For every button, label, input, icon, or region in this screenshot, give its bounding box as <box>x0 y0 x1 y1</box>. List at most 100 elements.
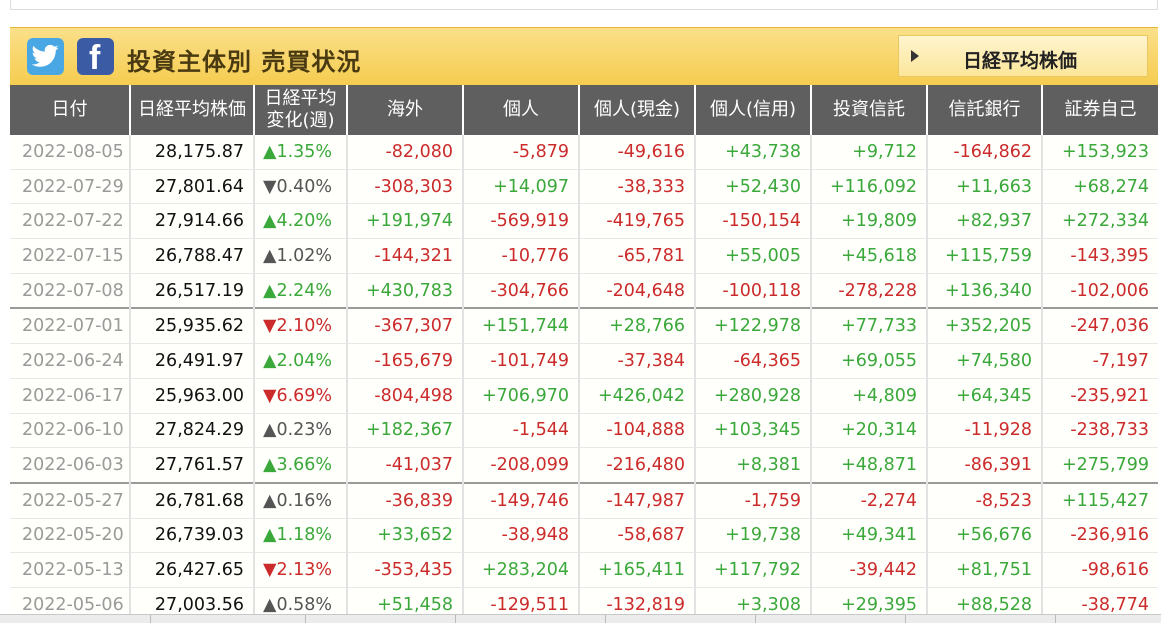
date-cell: 2022-06-03 <box>10 447 130 484</box>
net-trade-value-cell: +56,676 <box>926 518 1042 554</box>
weekly-change-cell: ▲1.35% <box>253 135 347 170</box>
net-trade-value-cell: +430,783 <box>346 273 463 309</box>
net-trade-value-cell: +280,928 <box>694 378 811 414</box>
twitter-icon[interactable] <box>27 38 64 75</box>
top-panel <box>10 0 1158 10</box>
bottom-tab[interactable] <box>455 615 456 623</box>
date-cell: 2022-05-20 <box>10 518 130 554</box>
table-row: 2022-05-27 26,781.68 ▲0.16% -36,839 -149,746… <box>10 481 1158 519</box>
bottom-tab[interactable] <box>905 615 906 623</box>
weekly-change-cell: ▼2.10% <box>253 307 347 345</box>
table-row: 2022-06-10 27,824.29 ▲0.23% +182,367 -1,544-… <box>10 413 1158 449</box>
net-trade-value-cell: -569,919 <box>462 203 579 240</box>
net-trade-value-cell: +28,766 <box>578 307 695 345</box>
nikkei-price-cell: 27,761.57 <box>129 447 254 484</box>
net-trade-value-cell: -144,321 <box>346 238 463 274</box>
table-row: 2022-08-05 28,175.87 ▲1.35% -82,080 -5,879 -4… <box>10 135 1158 170</box>
net-trade-value-cell: -58,687 <box>578 518 695 554</box>
net-trade-value-cell: +122,978 <box>694 307 811 345</box>
page-title: 投資主体別 売買状況 <box>127 48 362 76</box>
nikkei-price-cell: 26,517.19 <box>129 273 254 309</box>
net-trade-value-cell: -39,442 <box>810 552 927 588</box>
nikkei-price-cell: 26,781.68 <box>129 481 254 519</box>
net-trade-value-cell: -804,498 <box>346 378 463 414</box>
nikkei-price-cell: 25,963.00 <box>129 378 254 414</box>
column-header: 個人 <box>462 85 579 135</box>
weekly-change-cell: ▲3.66% <box>253 447 347 484</box>
net-trade-value-cell: -308,303 <box>346 169 463 205</box>
weekly-change-cell: ▼0.40% <box>253 169 347 205</box>
net-trade-value-cell: -8,523 <box>926 481 1042 519</box>
bottom-tab[interactable] <box>605 615 606 623</box>
column-header: 日経平均 変化(週) <box>253 85 347 135</box>
net-trade-value-cell: +182,367 <box>346 413 463 449</box>
net-trade-value-cell: +706,970 <box>462 378 579 414</box>
table-row: 2022-07-15 26,788.47 ▲1.02% -144,321 -10,776… <box>10 238 1158 274</box>
date-cell: 2022-07-01 <box>10 307 130 345</box>
bottom-tab[interactable] <box>1055 615 1056 623</box>
column-header: 投資信託 <box>810 85 927 135</box>
net-trade-value-cell: +117,792 <box>694 552 811 588</box>
net-trade-value-cell: -208,099 <box>462 447 579 484</box>
net-trade-value-cell: +19,738 <box>694 518 811 554</box>
net-trade-value-cell: +352,205 <box>926 307 1042 345</box>
date-cell: 2022-06-24 <box>10 343 130 379</box>
net-trade-value-cell: +115,759 <box>926 238 1042 274</box>
net-trade-value-cell: -36,839 <box>346 481 463 519</box>
column-header: 信託銀行 <box>926 85 1042 135</box>
net-trade-value-cell: -101,749 <box>462 343 579 379</box>
nikkei-price-cell: 25,935.62 <box>129 307 254 345</box>
column-header: 日付 <box>10 85 130 135</box>
facebook-glyph: f <box>89 39 101 75</box>
net-trade-value-cell: +272,334 <box>1041 203 1158 240</box>
net-trade-value-cell: +116,092 <box>810 169 927 205</box>
table-row: 2022-05-13 26,427.65 ▼2.13% -353,435 +283,20… <box>10 552 1158 588</box>
column-header: 個人(現金) <box>578 85 695 135</box>
weekly-change-cell: ▲0.23% <box>253 413 347 449</box>
net-trade-value-cell: -236,916 <box>1041 518 1158 554</box>
weekly-change-cell: ▲0.16% <box>253 481 347 519</box>
column-header: 証券自己 <box>1041 85 1158 135</box>
nikkei-price-cell: 27,914.66 <box>129 203 254 240</box>
net-trade-value-cell: -164,862 <box>926 135 1042 170</box>
header-banner: f 投資主体別 売買状況 日経平均株価 <box>10 27 1158 86</box>
facebook-icon[interactable]: f <box>77 38 114 75</box>
table-row: 2022-05-20 26,739.03 ▲1.18% +33,652 -38,948-… <box>10 518 1158 554</box>
net-trade-value-cell: +43,738 <box>694 135 811 170</box>
net-trade-value-cell: -41,037 <box>346 447 463 484</box>
bottom-tab[interactable] <box>755 615 756 623</box>
nikkei-price-cell: 28,175.87 <box>129 135 254 170</box>
net-trade-value-cell: -143,395 <box>1041 238 1158 274</box>
nikkei-price-cell: 26,788.47 <box>129 238 254 274</box>
date-cell: 2022-05-13 <box>10 552 130 588</box>
net-trade-value-cell: -204,648 <box>578 273 695 309</box>
column-header: 個人(信用) <box>694 85 811 135</box>
weekly-change-cell: ▼2.13% <box>253 552 347 588</box>
net-trade-value-cell: -278,228 <box>810 273 927 309</box>
nikkei-price-cell: 27,801.64 <box>129 169 254 205</box>
nikkei-button-label: 日経平均株価 <box>963 50 1078 72</box>
weekly-change-cell: ▲4.20% <box>253 203 347 240</box>
table-header-row: 日付 日経平均株価 日経平均 変化(週) 海外 個人 個人(現金) 個人(信用) 投資信託 信託銀… <box>10 85 1158 135</box>
net-trade-value-cell: -104,888 <box>578 413 695 449</box>
net-trade-value-cell: +275,799 <box>1041 447 1158 484</box>
net-trade-value-cell: -353,435 <box>346 552 463 588</box>
date-cell: 2022-07-08 <box>10 273 130 309</box>
net-trade-value-cell: +191,974 <box>346 203 463 240</box>
bottom-tab[interactable] <box>150 615 151 623</box>
net-trade-value-cell: +151,744 <box>462 307 579 345</box>
table-row: 2022-06-24 26,491.97 ▲2.04% -165,679 -101,74… <box>10 343 1158 379</box>
net-trade-value-cell: +52,430 <box>694 169 811 205</box>
net-trade-value-cell: +11,663 <box>926 169 1042 205</box>
net-trade-value-cell: -5,879 <box>462 135 579 170</box>
date-cell: 2022-08-05 <box>10 135 130 170</box>
net-trade-value-cell: -149,746 <box>462 481 579 519</box>
bottom-tab[interactable] <box>305 615 306 623</box>
nikkei-average-button[interactable]: 日経平均株価 <box>898 35 1148 77</box>
net-trade-value-cell: +20,314 <box>810 413 927 449</box>
net-trade-value-cell: +4,809 <box>810 378 927 414</box>
net-trade-value-cell: +165,411 <box>578 552 695 588</box>
net-trade-value-cell: +55,005 <box>694 238 811 274</box>
net-trade-value-cell: -37,384 <box>578 343 695 379</box>
net-trade-value-cell: -238,733 <box>1041 413 1158 449</box>
